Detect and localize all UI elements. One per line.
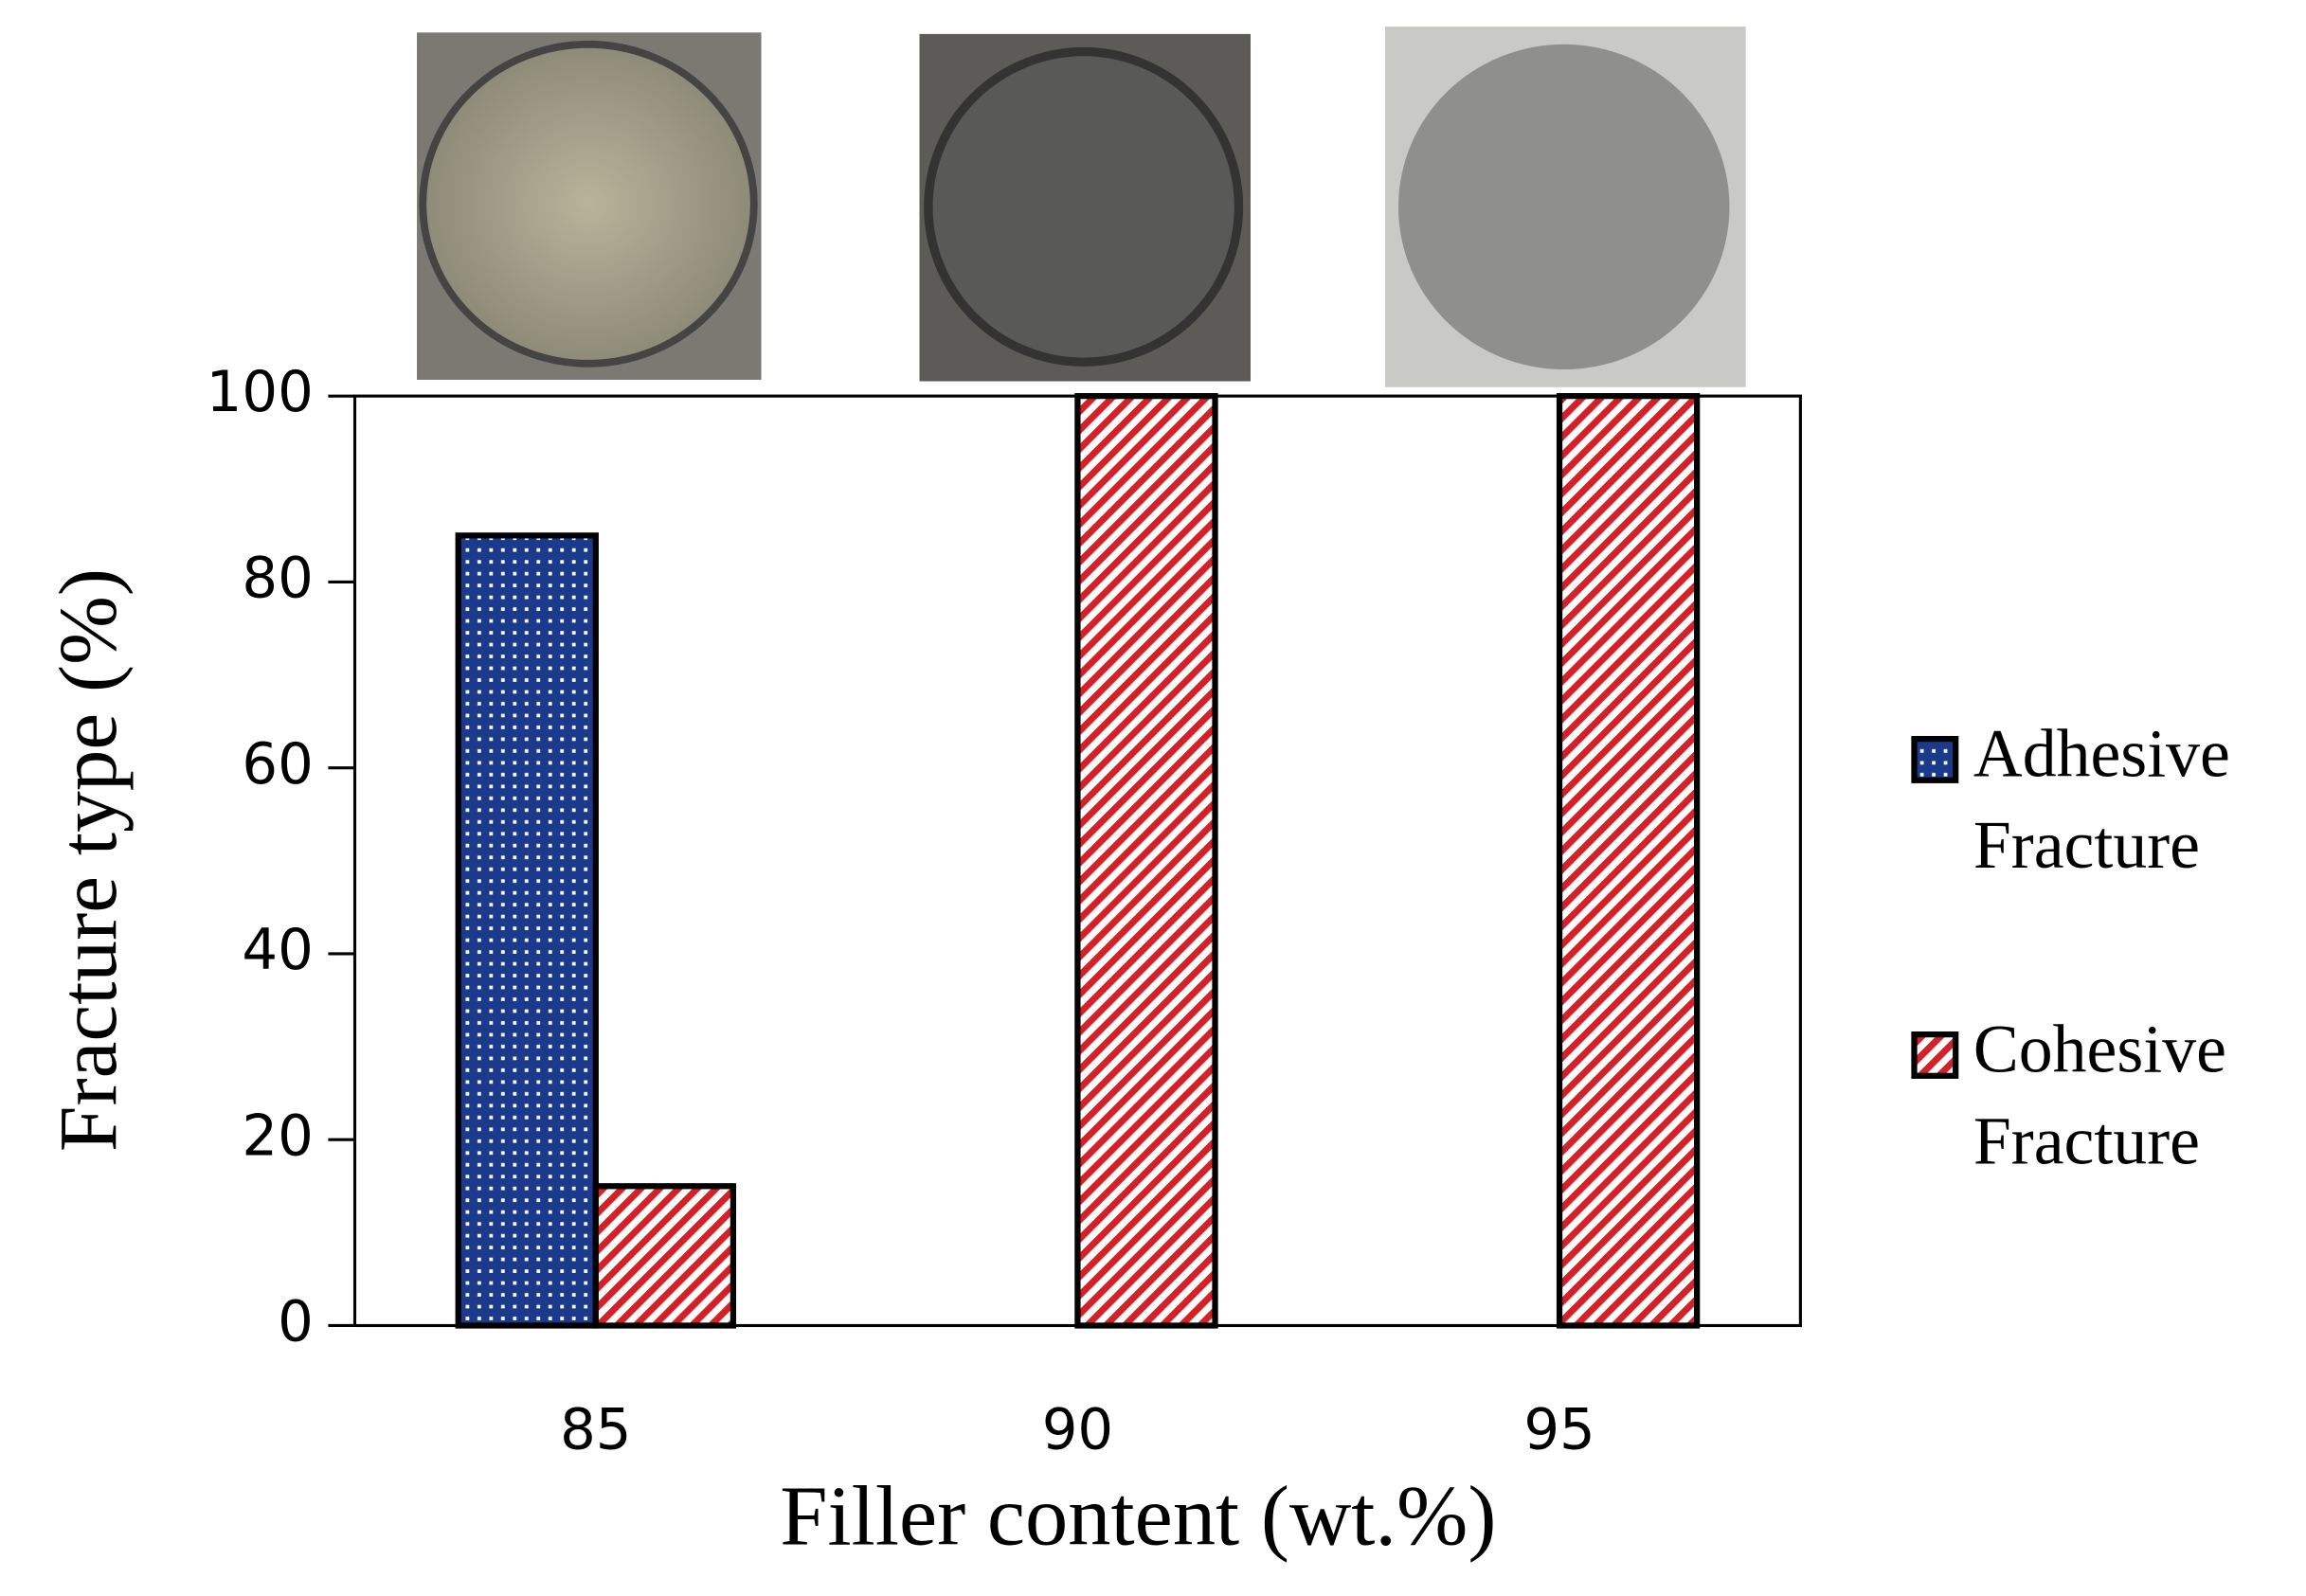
- legend-swatch: [1911, 735, 1959, 783]
- y-tick-label: 80: [242, 546, 313, 611]
- y-tick-label: 60: [242, 731, 313, 797]
- x-axis-label: Filler content (wt.%): [780, 1467, 1496, 1563]
- y-tick-label: 0: [278, 1289, 314, 1354]
- legend-swatch: [1911, 1031, 1959, 1079]
- bar: [455, 532, 599, 1329]
- y-tick-label: 100: [207, 359, 314, 424]
- y-tick-label: 40: [242, 917, 313, 982]
- bar: [592, 1183, 737, 1329]
- y-tick-label: 20: [242, 1103, 313, 1168]
- bar: [1074, 393, 1218, 1329]
- legend-label: Adhesive Fracture: [1973, 716, 2230, 884]
- x-tick-label: 95: [1523, 1396, 1594, 1462]
- y-axis-label: Fracture type (%): [42, 568, 134, 1152]
- x-tick-label: 90: [1042, 1396, 1113, 1462]
- legend-label: Cohesive Fracture: [1973, 1012, 2226, 1179]
- x-tick-label: 85: [560, 1396, 631, 1462]
- specimen-photos: [417, 27, 1746, 387]
- bar: [1556, 393, 1701, 1329]
